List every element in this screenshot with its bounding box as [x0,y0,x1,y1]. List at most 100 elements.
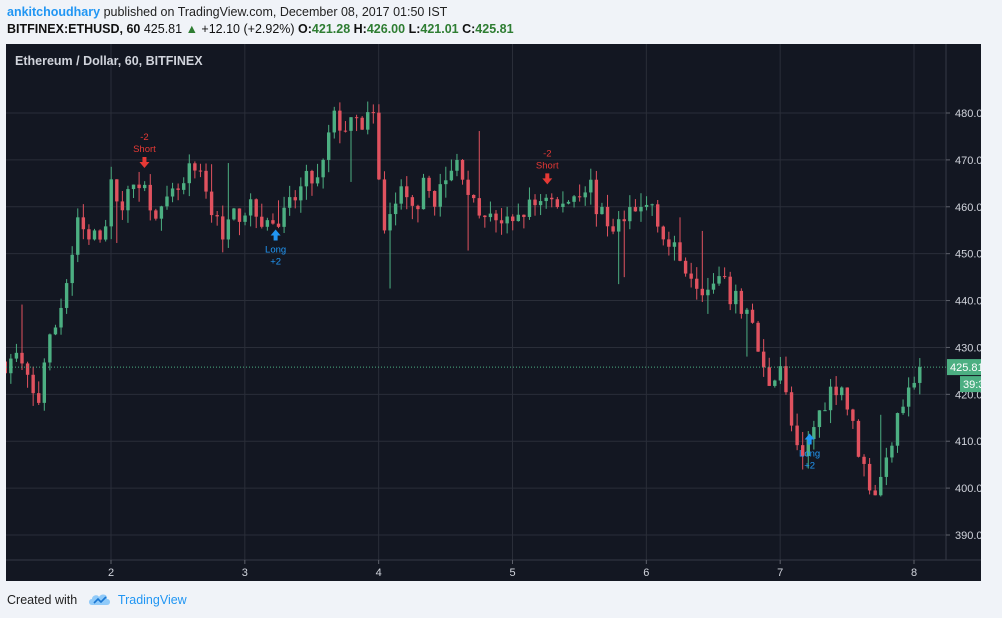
candle-body [856,420,861,457]
price-tick-label: 390.00 [955,530,981,542]
candle-body [884,457,889,477]
candle-body [594,179,599,215]
chart-title: Ethereum / Dollar, 60, BITFINEX [15,54,203,68]
candle-body [271,220,275,224]
candle-body [42,362,47,403]
tradingview-link[interactable]: TradingView [117,593,187,607]
change-value: +12.10 (+2.92%) [201,22,295,36]
candle-body [527,199,532,217]
candle-body [59,307,63,328]
candle-body [304,170,309,187]
candle-body [890,445,894,458]
candle-body [806,439,810,457]
candle-body [215,215,219,217]
candle-body [103,226,108,240]
time-tick-label: 5 [509,567,515,579]
footer: Created with TradingView [7,592,187,607]
candle-body [399,186,403,204]
candle-body [282,207,286,227]
last-price-label: 425.81 [950,362,981,374]
price-axis[interactable]: 390.00 400.00 410.00 420.00 430.00 440.00 450.… [946,108,989,542]
candle-body [550,197,554,200]
candle-body [37,393,41,403]
candle-body [589,179,593,193]
low-value: 421.01 [420,22,459,36]
candle-body [895,413,900,446]
candle-body [142,184,147,189]
candle-body [873,490,877,496]
up-arrow-icon: ▲ [185,22,198,36]
candle-body [444,180,448,185]
candle-body [840,387,844,396]
candle-body [767,367,771,386]
candle-body [204,170,208,192]
candle-body [76,217,80,255]
candle-body [237,208,242,222]
time-tick-label: 2 [108,567,114,579]
candle-body [494,213,498,221]
candle-body [633,207,638,212]
candle-body [611,226,615,232]
candle-body [918,367,922,383]
close-value: 425.81 [475,22,514,36]
candle-body [756,322,760,352]
candle-body [221,216,225,240]
candle-body [851,409,855,421]
candle-body [327,132,331,160]
candle-body [689,273,693,279]
candle-body [388,214,392,231]
candle-body [672,242,677,247]
open-label: O: [298,22,312,36]
candle-body [784,366,788,393]
time-tick-label: 7 [777,567,783,579]
candle-body [728,276,732,305]
author-link[interactable]: ankitchoudhary [7,5,101,19]
long-arrow-icon [270,229,281,241]
long-signal-value: +2 [804,461,815,472]
long-signal-value: +2 [270,257,281,268]
price-tick-label: 430.00 [955,342,981,354]
short-arrow-icon [139,156,150,168]
candle-body [432,191,437,207]
candle-body [477,198,481,216]
candle-body [410,197,415,206]
price-tick-label: 440.00 [955,296,981,308]
candle-body [354,117,359,119]
candle-body [109,179,113,227]
candle-body [449,170,454,181]
time-axis[interactable]: 2 3 4 5 6 7 8 [108,560,917,579]
candle-body [182,183,186,190]
candle-body [260,216,264,227]
publish-line: ankitchoudhary published on TradingView.… [7,4,997,20]
candle-body [405,186,409,198]
candle-body [773,380,777,386]
candle-body [800,445,805,457]
candle-body [293,197,297,201]
candle-body [115,179,119,202]
candle-body [700,288,705,296]
candle-body [555,199,560,207]
short-arrow-icon [542,173,553,185]
high-label: H: [353,22,367,36]
candle-body [343,130,348,132]
candle-body [209,191,214,216]
candle-body [683,260,688,274]
candle-body [828,386,833,411]
time-tick-label: 6 [643,567,649,579]
candle-body [795,425,799,446]
candle-body [338,110,342,131]
low-label: L: [408,22,421,36]
candle-body [511,216,515,222]
candle-body [533,199,537,206]
candle-body [577,196,582,198]
candle-body [471,194,476,199]
candle-body [154,210,158,219]
candle-body [3,361,7,374]
candle-body [64,283,69,308]
short-signal-label: Short [536,160,559,171]
candle-body [53,327,58,335]
candle-body [9,358,13,374]
candle-body [879,476,883,496]
